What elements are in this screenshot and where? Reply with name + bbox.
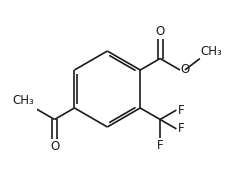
Text: F: F [178,104,184,117]
Text: F: F [157,139,164,152]
Text: O: O [50,140,59,153]
Text: O: O [181,63,190,76]
Text: CH₃: CH₃ [12,94,34,107]
Text: O: O [156,25,165,38]
Text: CH₃: CH₃ [200,45,222,58]
Text: F: F [178,122,184,135]
